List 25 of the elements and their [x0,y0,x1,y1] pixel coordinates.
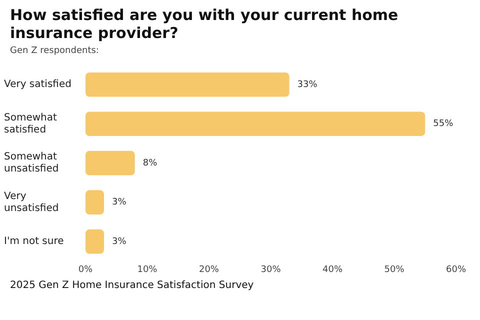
y-tick-label: Somewhat satisfied [4,112,58,136]
bar [85,112,426,136]
data-label: 55% [433,119,454,130]
chart-title: How satisfied are you with your current home insurance provider? [10,6,400,42]
y-tick-label: Very unsatisfied [4,190,59,214]
chart-subtitle: Gen Z respondents: [10,46,100,56]
x-tick-label: 40% [322,264,343,275]
x-tick-label: 0% [78,264,94,275]
text: 2025 Gen Z Home Insurance Satisfaction Survey [10,280,255,291]
x-tick-label: 50% [384,264,405,275]
y-tick-label: I'm not sure [4,236,64,248]
bar [85,72,290,97]
x-tick-label: 30% [260,264,282,275]
data-label: 33% [297,80,318,90]
y-tick-label: Very satisfied [4,79,72,90]
x-tick-label: 10% [137,264,158,275]
x-tick-label: 20% [198,264,220,275]
data-label: 3% [112,236,127,247]
y-tick-label: Somewhat unsatisfied [4,152,59,175]
bar [85,229,104,254]
bar [85,190,104,215]
data-label: 8% [142,158,158,168]
data-label: 3% [112,198,127,208]
x-tick-label: 60% [446,264,466,275]
bar [85,150,135,176]
